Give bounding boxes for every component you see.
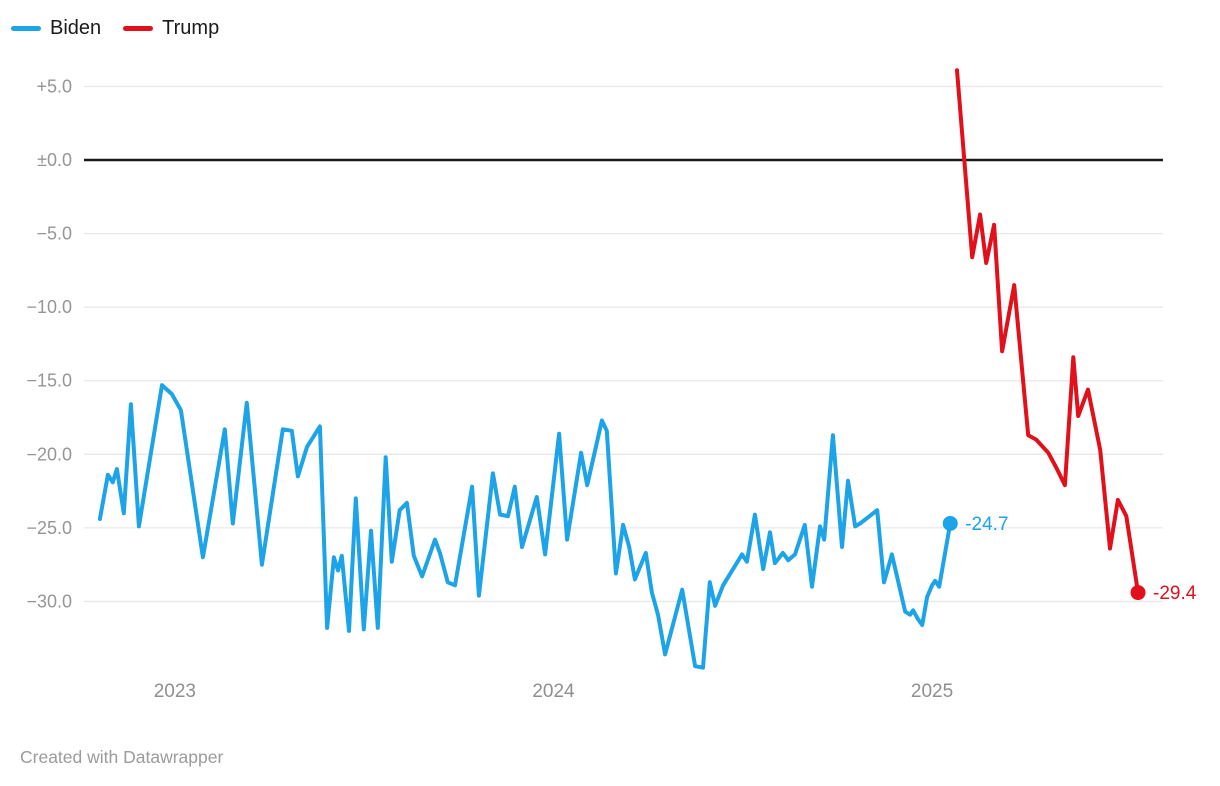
trump-line-swatch bbox=[123, 25, 154, 31]
biden-end-value-label: -24.7 bbox=[965, 514, 1008, 535]
y-axis-tick-label: −15.0 bbox=[26, 371, 72, 391]
y-axis-tick-label: −20.0 bbox=[26, 444, 72, 464]
y-axis-tick-label: −10.0 bbox=[26, 297, 72, 317]
trump-line bbox=[955, 68, 1140, 595]
y-axis-tick-label: −25.0 bbox=[26, 518, 72, 538]
x-axis-tick-label: 2023 bbox=[154, 681, 196, 702]
y-axis-tick-label: −30.0 bbox=[26, 591, 72, 611]
legend-item-biden: Biden bbox=[11, 18, 101, 38]
biden-line bbox=[97, 383, 953, 670]
net-approval-line-chart: +5.0 ±0.0 −5.0 −10.0 −15.0 −20.0 −25.0 −30.0 202… bbox=[26, 68, 1197, 702]
legend-item-trump: Trump bbox=[123, 18, 219, 38]
x-axis-tick-label: 2024 bbox=[532, 681, 575, 702]
biden-end-dot bbox=[942, 515, 958, 531]
trump-end-dot bbox=[1130, 585, 1146, 601]
y-axis-tick-label: +5.0 bbox=[36, 76, 72, 96]
y-axis-tick-label: ±0.0 bbox=[37, 150, 72, 170]
legend: Biden Trump bbox=[11, 18, 219, 38]
datawrapper-credit-link[interactable]: Created with Datawrapper bbox=[20, 747, 224, 767]
x-axis-tick-label: 2025 bbox=[911, 681, 953, 702]
biden-legend-label: Biden bbox=[50, 17, 102, 39]
biden-line-swatch bbox=[11, 25, 41, 31]
trump-legend-label: Trump bbox=[162, 17, 220, 39]
y-axis-tick-label: −5.0 bbox=[36, 224, 72, 244]
trump-end-value-label: -29.4 bbox=[1153, 583, 1197, 604]
